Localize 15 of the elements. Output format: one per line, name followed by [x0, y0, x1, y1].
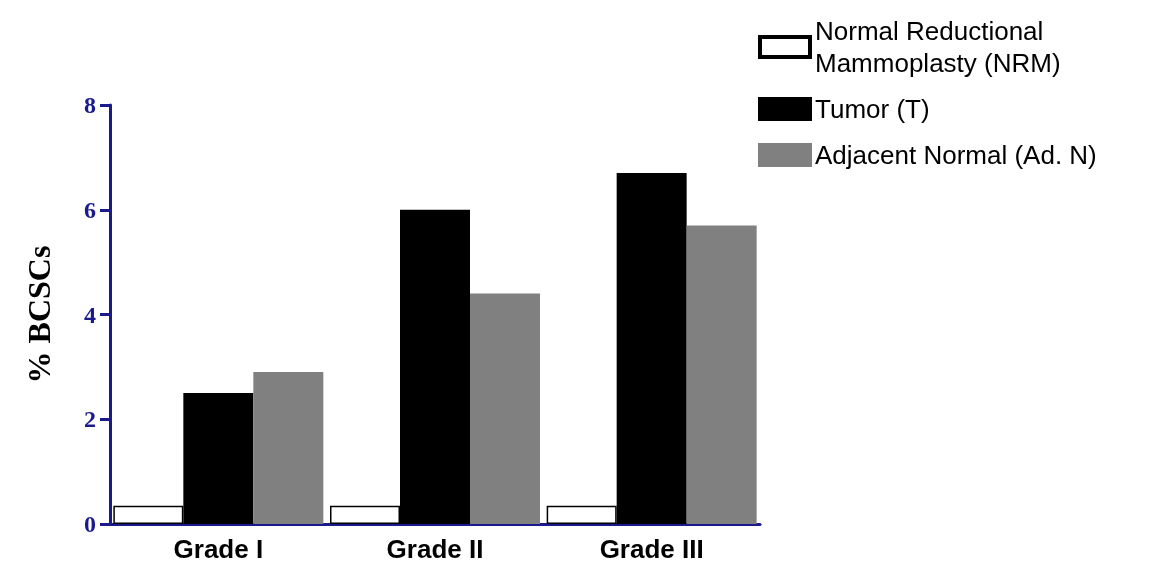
bar: [253, 372, 324, 524]
bar: [470, 293, 540, 524]
bar: [686, 225, 757, 524]
y-tick-label: 2: [84, 406, 96, 433]
y-tick-label: 4: [84, 301, 96, 328]
x-tick-label: Grade III: [599, 534, 704, 562]
x-tick-label: Grade I: [173, 534, 264, 562]
legend-label: Normal Reductional Mammoplasty (NRM): [815, 16, 1061, 78]
y-tick-label: 6: [84, 196, 96, 223]
y-tick-label: 8: [84, 92, 96, 118]
y-tick-label: 0: [84, 511, 96, 537]
legend-label: Tumor (T): [815, 94, 930, 124]
legend-label: Adjacent Normal (Ad. N): [815, 140, 1097, 170]
y-axis-title: % BCSCs: [21, 245, 57, 384]
x-tick-label: Grade II: [386, 534, 484, 562]
